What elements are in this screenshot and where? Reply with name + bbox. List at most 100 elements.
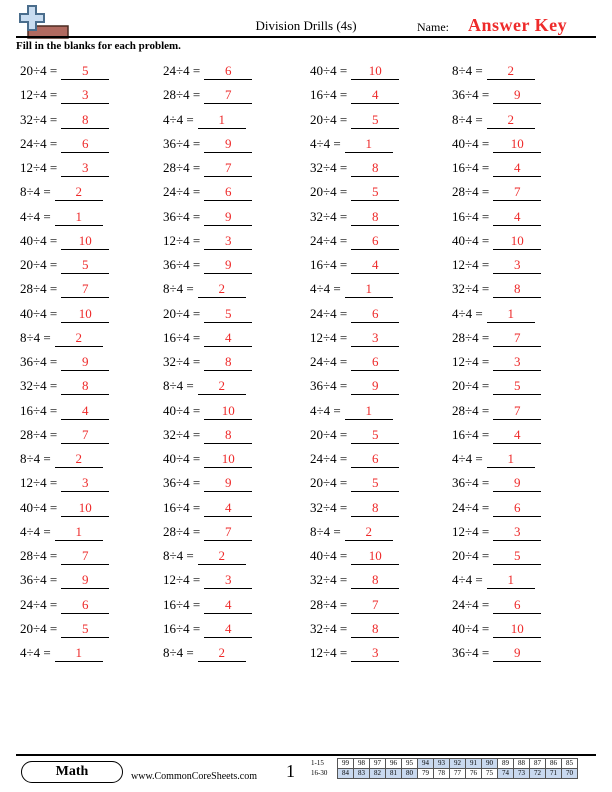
answer-blank[interactable]: 10 bbox=[493, 620, 542, 638]
answer-blank[interactable]: 6 bbox=[351, 450, 400, 468]
answer-blank[interactable]: 5 bbox=[61, 256, 110, 274]
answer-blank[interactable]: 5 bbox=[351, 183, 400, 202]
answer-blank[interactable]: 1 bbox=[197, 111, 246, 129]
answer-blank[interactable]: 7 bbox=[493, 329, 542, 347]
answer-blank[interactable]: 5 bbox=[351, 111, 400, 129]
answer-blank[interactable]: 2 bbox=[197, 644, 246, 662]
answer-blank[interactable]: 9 bbox=[493, 474, 542, 493]
answer-blank[interactable]: 9 bbox=[204, 208, 253, 226]
answer-blank[interactable]: 7 bbox=[61, 280, 110, 299]
answer-blank[interactable]: 3 bbox=[493, 523, 542, 541]
answer-blank[interactable]: 3 bbox=[204, 232, 253, 250]
answer-blank[interactable]: 2 bbox=[54, 450, 103, 468]
answer-blank[interactable]: 8 bbox=[351, 499, 400, 517]
answer-blank[interactable]: 8 bbox=[351, 159, 400, 177]
answer-blank[interactable]: 7 bbox=[204, 86, 253, 105]
answer-blank[interactable]: 3 bbox=[493, 256, 542, 274]
answer-blank[interactable]: 6 bbox=[351, 305, 400, 323]
answer-blank[interactable]: 7 bbox=[61, 426, 110, 444]
answer-blank[interactable]: 4 bbox=[204, 499, 253, 517]
answer-blank[interactable]: 8 bbox=[493, 280, 542, 299]
answer-blank[interactable]: 9 bbox=[351, 377, 400, 396]
answer-blank[interactable]: 2 bbox=[197, 547, 246, 565]
answer-blank[interactable]: 3 bbox=[493, 353, 542, 371]
answer-blank[interactable]: 8 bbox=[61, 111, 110, 129]
answer-blank[interactable]: 5 bbox=[351, 426, 400, 444]
answer-blank[interactable]: 4 bbox=[204, 329, 253, 347]
answer-blank[interactable]: 9 bbox=[493, 86, 542, 105]
answer-blank[interactable]: 7 bbox=[61, 547, 110, 565]
answer-blank[interactable]: 3 bbox=[351, 329, 400, 347]
answer-blank[interactable]: 10 bbox=[61, 499, 110, 517]
answer-blank[interactable]: 10 bbox=[493, 232, 542, 250]
answer-blank[interactable]: 7 bbox=[493, 183, 542, 202]
answer-blank[interactable]: 9 bbox=[204, 474, 253, 493]
answer-blank[interactable]: 3 bbox=[61, 474, 110, 493]
answer-blank[interactable]: 8 bbox=[351, 208, 400, 226]
answer-blank[interactable]: 3 bbox=[351, 644, 400, 662]
answer-blank[interactable]: 6 bbox=[351, 232, 400, 250]
answer-blank[interactable]: 9 bbox=[204, 256, 253, 274]
answer-blank[interactable]: 2 bbox=[197, 377, 246, 396]
answer-blank[interactable]: 2 bbox=[197, 280, 246, 299]
answer-blank[interactable]: 5 bbox=[493, 377, 542, 396]
answer-blank[interactable]: 6 bbox=[61, 135, 110, 153]
answer-blank[interactable]: 5 bbox=[61, 62, 110, 80]
answer-blank[interactable]: 4 bbox=[351, 86, 400, 105]
answer-blank[interactable]: 4 bbox=[204, 596, 253, 614]
answer-blank[interactable]: 9 bbox=[61, 353, 110, 371]
answer-blank[interactable]: 2 bbox=[344, 523, 393, 541]
answer-blank[interactable]: 6 bbox=[493, 499, 542, 517]
answer-blank[interactable]: 8 bbox=[61, 377, 110, 396]
answer-blank[interactable]: 1 bbox=[54, 208, 103, 226]
answer-blank[interactable]: 7 bbox=[351, 596, 400, 614]
answer-blank[interactable]: 5 bbox=[204, 305, 253, 323]
answer-blank[interactable]: 7 bbox=[204, 523, 253, 541]
answer-blank[interactable]: 1 bbox=[54, 523, 103, 541]
answer-blank[interactable]: 9 bbox=[493, 644, 542, 662]
answer-blank[interactable]: 6 bbox=[61, 596, 110, 614]
answer-blank[interactable]: 10 bbox=[351, 62, 400, 80]
answer-blank[interactable]: 8 bbox=[351, 620, 400, 638]
answer-blank[interactable]: 1 bbox=[486, 305, 535, 323]
answer-blank[interactable]: 9 bbox=[61, 571, 110, 590]
answer-blank[interactable]: 2 bbox=[54, 329, 103, 347]
answer-blank[interactable]: 1 bbox=[344, 135, 393, 153]
answer-blank[interactable]: 6 bbox=[493, 596, 542, 614]
answer-blank[interactable]: 5 bbox=[351, 474, 400, 493]
answer-blank[interactable]: 10 bbox=[351, 547, 400, 565]
answer-blank[interactable]: 3 bbox=[61, 159, 110, 177]
answer-blank[interactable]: 1 bbox=[486, 571, 535, 590]
answer-blank[interactable]: 6 bbox=[351, 353, 400, 371]
answer-blank[interactable]: 1 bbox=[344, 402, 393, 420]
answer-blank[interactable]: 5 bbox=[61, 620, 110, 638]
answer-blank[interactable]: 3 bbox=[204, 571, 253, 590]
answer-blank[interactable]: 1 bbox=[54, 644, 103, 662]
answer-blank[interactable]: 10 bbox=[493, 135, 542, 153]
answer-blank[interactable]: 6 bbox=[204, 183, 253, 202]
answer-blank[interactable]: 10 bbox=[61, 305, 110, 323]
answer-blank[interactable]: 4 bbox=[493, 426, 542, 444]
answer-blank[interactable]: 10 bbox=[61, 232, 110, 250]
answer-blank[interactable]: 8 bbox=[204, 426, 253, 444]
answer-blank[interactable]: 10 bbox=[204, 402, 253, 420]
answer-blank[interactable]: 2 bbox=[54, 183, 103, 202]
answer-blank[interactable]: 9 bbox=[204, 135, 253, 153]
answer-blank[interactable]: 2 bbox=[486, 111, 535, 129]
answer-blank[interactable]: 7 bbox=[493, 402, 542, 420]
answer-blank[interactable]: 5 bbox=[493, 547, 542, 565]
answer-blank[interactable]: 4 bbox=[204, 620, 253, 638]
answer-blank[interactable]: 7 bbox=[204, 159, 253, 177]
answer-blank[interactable]: 4 bbox=[351, 256, 400, 274]
answer-blank[interactable]: 3 bbox=[61, 86, 110, 105]
answer-blank[interactable]: 8 bbox=[204, 353, 253, 371]
answer-blank[interactable]: 10 bbox=[204, 450, 253, 468]
answer-blank[interactable]: 1 bbox=[344, 280, 393, 299]
answer-blank[interactable]: 6 bbox=[204, 62, 253, 80]
answer-blank[interactable]: 4 bbox=[493, 159, 542, 177]
answer-blank[interactable]: 4 bbox=[61, 402, 110, 420]
answer-blank[interactable]: 1 bbox=[486, 450, 535, 468]
answer-blank[interactable]: 2 bbox=[486, 62, 535, 80]
answer-blank[interactable]: 8 bbox=[351, 571, 400, 590]
answer-blank[interactable]: 4 bbox=[493, 208, 542, 226]
